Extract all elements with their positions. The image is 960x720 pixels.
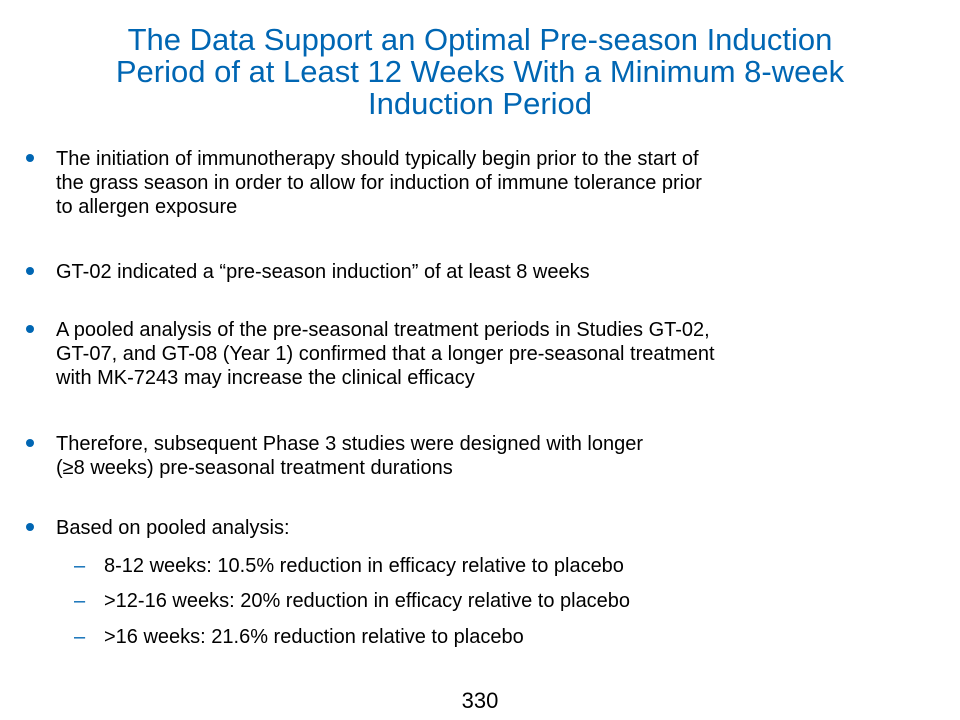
bullet-text: Therefore, subsequent Phase 3 studies we… [56,432,946,480]
slide-title-line: Period of at Least 12 Weeks With a Minim… [115,54,845,89]
bullet-text: Based on pooled analysis: [56,516,946,540]
bullet-line: GT-07, and GT-08 (Year 1) confirmed that… [56,343,715,365]
bullet-line: to allergen exposure [56,196,238,218]
bullet-text: A pooled analysis of the pre-seasonal tr… [56,318,946,390]
bullet-dot-icon [26,325,34,333]
bullet-line: with MK-7243 may increase the clinical e… [56,367,475,389]
bullet-line: Based on pooled analysis: [56,517,290,539]
sub-bullet-text: >12-16 weeks: 20% reduction in efficacy … [104,590,631,612]
sub-bullet-text: >16 weeks: 21.6% reduction relative to p… [104,626,524,648]
slide-title: The Data Support an Optimal Pre-season I… [20,24,940,120]
bullet-line: GT-02 indicated a “pre-season induction”… [56,261,590,283]
bullet-item: GT-02 indicated a “pre-season induction”… [26,260,946,284]
bullet-item: Based on pooled analysis: [26,516,946,540]
bullet-line: A pooled analysis of the pre-seasonal tr… [56,319,710,341]
bullet-text: The initiation of immunotherapy should t… [56,147,946,219]
bullet-line: The initiation of immunotherapy should t… [56,148,699,170]
bullet-line: the grass season in order to allow for i… [56,172,702,194]
dash-icon: – [74,626,86,648]
bullet-dot-icon [26,267,34,275]
bullet-dot-icon [26,439,34,447]
sub-bullet-text: 8-12 weeks: 10.5% reduction in efficacy … [104,555,624,577]
slide-title-line: The Data Support an Optimal Pre-season I… [127,22,833,57]
bullet-item: A pooled analysis of the pre-seasonal tr… [26,318,946,390]
bullet-line: Therefore, subsequent Phase 3 studies we… [56,433,644,455]
bullet-item: The initiation of immunotherapy should t… [26,147,946,219]
bullet-dot-icon [26,523,34,531]
sub-bullet-item: – >16 weeks: 21.6% reduction relative to… [74,625,934,649]
sub-bullet-item: – >12-16 weeks: 20% reduction in efficac… [74,589,934,613]
bullet-dot-icon [26,154,34,162]
page-number: 330 [461,688,499,713]
sub-bullet-item: – 8-12 weeks: 10.5% reduction in efficac… [74,554,934,578]
dash-icon: – [74,590,86,612]
slide-title-line: Induction Period [367,86,593,121]
bullet-item: Therefore, subsequent Phase 3 studies we… [26,432,946,480]
bullet-text: GT-02 indicated a “pre-season induction”… [56,260,946,284]
bullet-line: (≥8 weeks) pre-seasonal treatment durati… [56,457,453,479]
dash-icon: – [74,555,86,577]
